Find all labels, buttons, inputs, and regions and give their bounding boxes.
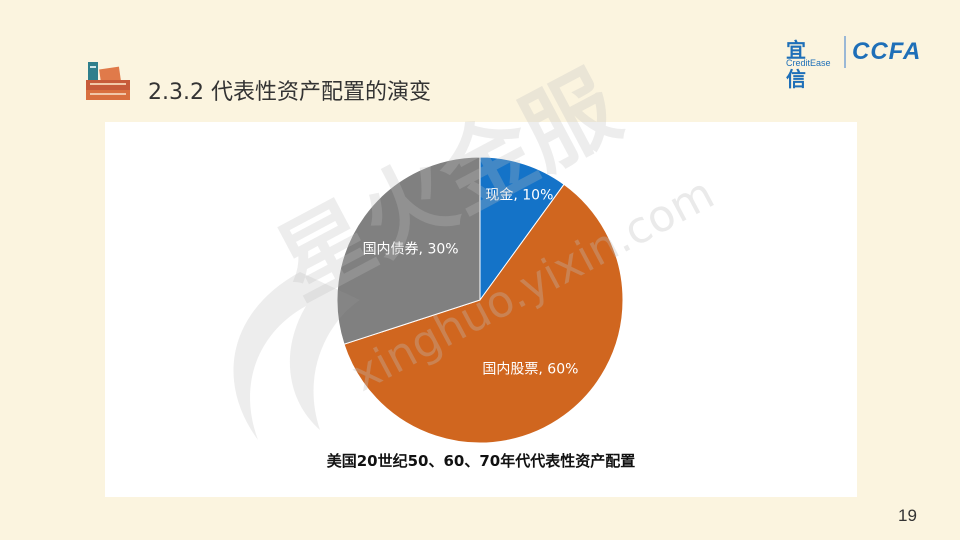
chart-caption: 美国20世纪50、60、70年代代表性资产配置 xyxy=(326,452,636,470)
chart-panel: 现金, 10% 国内股票, 60% 国内债券, 30% 美国20世纪50、60、70… xyxy=(105,122,857,497)
slide-title: 2.3.2 代表性资产配置的演变 xyxy=(148,80,431,105)
pie-slice-2 xyxy=(336,156,481,345)
logo-divider xyxy=(844,36,846,68)
pie-label-2: 国内债券, 30% xyxy=(363,242,459,258)
pie-label-1: 国内股票, 60% xyxy=(482,361,578,377)
pie-label-0: 现金, 10% xyxy=(485,188,553,204)
pie-chart: 现金, 10% 国内股票, 60% 国内债券, 30% xyxy=(336,156,624,444)
brand-logo-cn: 宜信 xyxy=(786,38,807,91)
pie-slice-1 xyxy=(343,183,624,444)
pie-slice-0 xyxy=(479,156,565,302)
brand-logo-en: CreditEase xyxy=(786,58,831,68)
folders-icon xyxy=(84,60,134,106)
partner-logo: CCFA xyxy=(852,38,922,65)
page-number: 19 xyxy=(898,506,917,525)
